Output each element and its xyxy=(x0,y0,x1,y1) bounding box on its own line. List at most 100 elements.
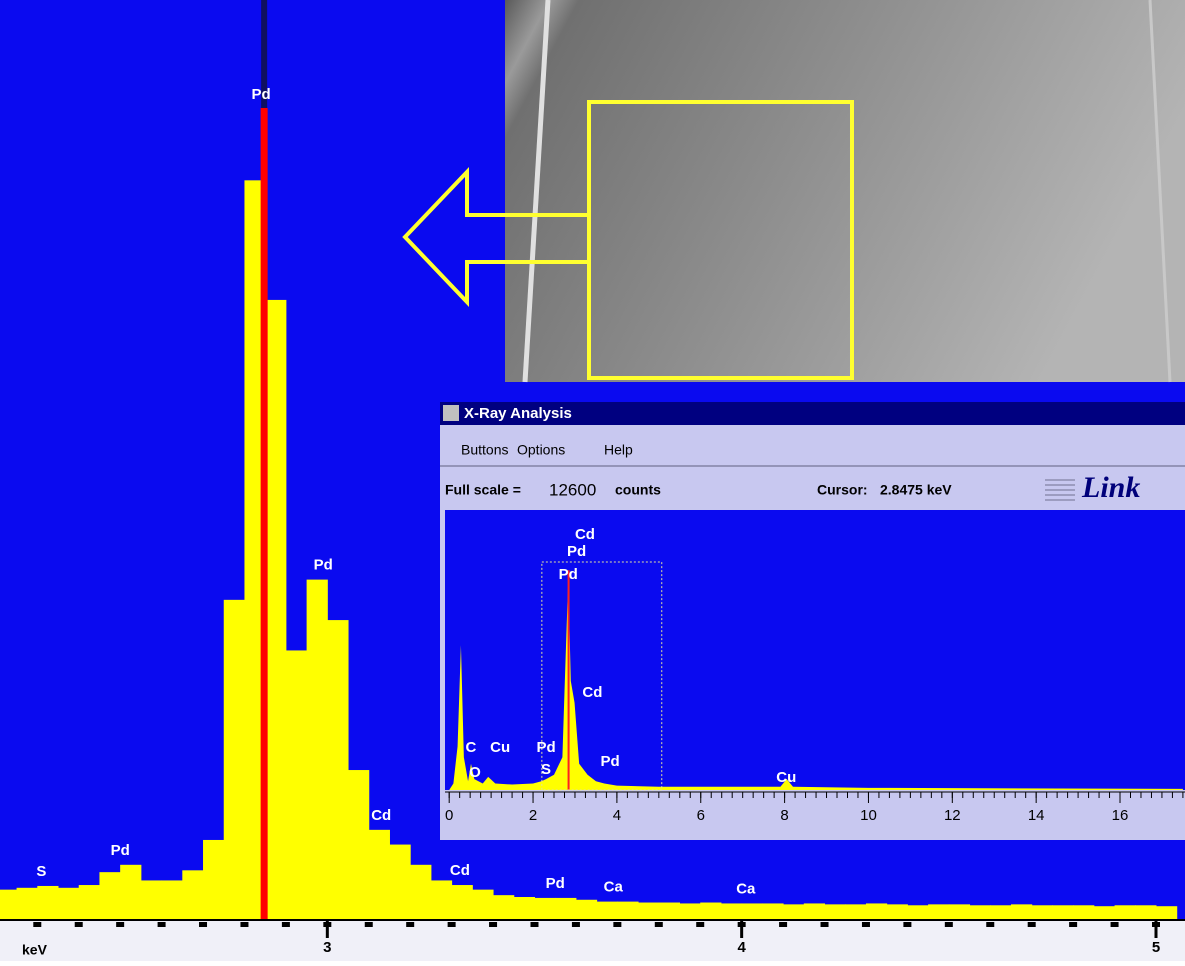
minor-tick xyxy=(489,922,497,927)
peak-label: Pd xyxy=(314,557,333,574)
bar xyxy=(576,900,597,920)
axis-strip xyxy=(0,920,1185,961)
x-tick-label: 16 xyxy=(1112,807,1129,824)
minor-tick xyxy=(1069,922,1077,927)
bar xyxy=(265,300,286,920)
minor-tick xyxy=(903,922,911,927)
peak-label: Pd xyxy=(111,842,130,859)
cursor-value: 2.8475 keV xyxy=(880,482,952,498)
peak-label: Cd xyxy=(582,684,602,701)
bar xyxy=(17,888,38,920)
peak-label: Pd xyxy=(559,566,578,583)
bar xyxy=(659,903,680,920)
bar xyxy=(1032,905,1053,920)
minor-tick xyxy=(945,922,953,927)
bar xyxy=(431,880,452,920)
minor-tick xyxy=(779,922,787,927)
bar xyxy=(1073,905,1094,920)
peak-label: Ca xyxy=(604,879,624,896)
bar xyxy=(224,600,245,920)
bar xyxy=(389,845,410,920)
bar xyxy=(928,904,949,920)
peak-label: S xyxy=(541,761,551,778)
peak-label: Pd xyxy=(536,739,555,756)
x-tick-label: 8 xyxy=(780,807,788,824)
bar xyxy=(1156,906,1177,920)
full-scale-value: 12600 xyxy=(549,480,596,499)
spectrum-panel xyxy=(445,510,1185,790)
peak-label: Cu xyxy=(776,769,796,786)
bar xyxy=(762,903,783,920)
bar xyxy=(348,770,369,920)
minor-tick xyxy=(282,922,290,927)
minor-tick xyxy=(199,922,207,927)
bar xyxy=(534,898,555,920)
menu-item[interactable]: Help xyxy=(604,442,633,458)
peak-label: Cu xyxy=(490,739,510,756)
bar xyxy=(203,840,224,920)
bar xyxy=(472,890,493,920)
peak-label: Cd xyxy=(575,526,595,543)
minor-tick xyxy=(530,922,538,927)
x-tick-label: 4 xyxy=(737,939,746,956)
bar xyxy=(493,895,514,920)
bar xyxy=(638,903,659,920)
bar xyxy=(680,903,701,920)
bar xyxy=(1115,905,1136,920)
minor-tick xyxy=(116,922,124,927)
minor-tick xyxy=(862,922,870,927)
bar xyxy=(783,904,804,920)
x-tick-label: 6 xyxy=(697,807,705,824)
bar xyxy=(58,888,79,920)
x-tick-label: 10 xyxy=(860,807,877,824)
bar xyxy=(99,872,120,920)
minor-tick xyxy=(613,922,621,927)
menu-item[interactable]: Buttons xyxy=(461,442,508,458)
bar xyxy=(990,905,1011,920)
counts-label: counts xyxy=(615,482,661,498)
minor-tick xyxy=(821,922,829,927)
minor-tick xyxy=(986,922,994,927)
minor-tick xyxy=(655,922,663,927)
bar xyxy=(721,903,742,920)
bar xyxy=(369,830,390,920)
minor-tick xyxy=(448,922,456,927)
peak-label: Pd xyxy=(251,86,270,103)
bar xyxy=(327,620,348,920)
window: X-Ray Analysis Buttons Options Help Full… xyxy=(440,402,1185,840)
minor-tick xyxy=(75,922,83,927)
bar xyxy=(1094,906,1115,920)
x-tick-label: 14 xyxy=(1028,807,1045,824)
x-tick-label: 2 xyxy=(529,807,537,824)
x-tick-label: 12 xyxy=(944,807,961,824)
minor-tick xyxy=(1028,922,1036,927)
x-tick-label: 0 xyxy=(445,807,453,824)
x-tick-label: 4 xyxy=(613,807,621,824)
minor-tick xyxy=(365,922,373,927)
minor-tick xyxy=(1111,922,1119,927)
window-title: X-Ray Analysis xyxy=(464,405,572,422)
x-tick-label: 5 xyxy=(1152,939,1160,956)
minor-tick xyxy=(240,922,248,927)
peak-label: Pd xyxy=(546,875,565,892)
peak-label: C xyxy=(466,739,477,756)
bar xyxy=(182,870,203,920)
bar xyxy=(1135,905,1156,920)
bar xyxy=(141,880,162,920)
minor-tick xyxy=(158,922,166,927)
peak-label: Cd xyxy=(450,862,470,879)
bar xyxy=(1011,904,1032,920)
x-tick-label: 3 xyxy=(323,939,331,956)
bar xyxy=(742,903,763,920)
bar xyxy=(700,903,721,920)
minor-tick xyxy=(572,922,580,927)
bar xyxy=(887,904,908,920)
minor-tick xyxy=(33,922,41,927)
menu-item[interactable]: Options xyxy=(517,442,565,458)
bar xyxy=(597,902,618,920)
brand: Link xyxy=(1081,471,1140,504)
app-icon xyxy=(443,405,459,421)
bar xyxy=(555,898,576,920)
minor-tick xyxy=(406,922,414,927)
bar xyxy=(866,903,887,920)
